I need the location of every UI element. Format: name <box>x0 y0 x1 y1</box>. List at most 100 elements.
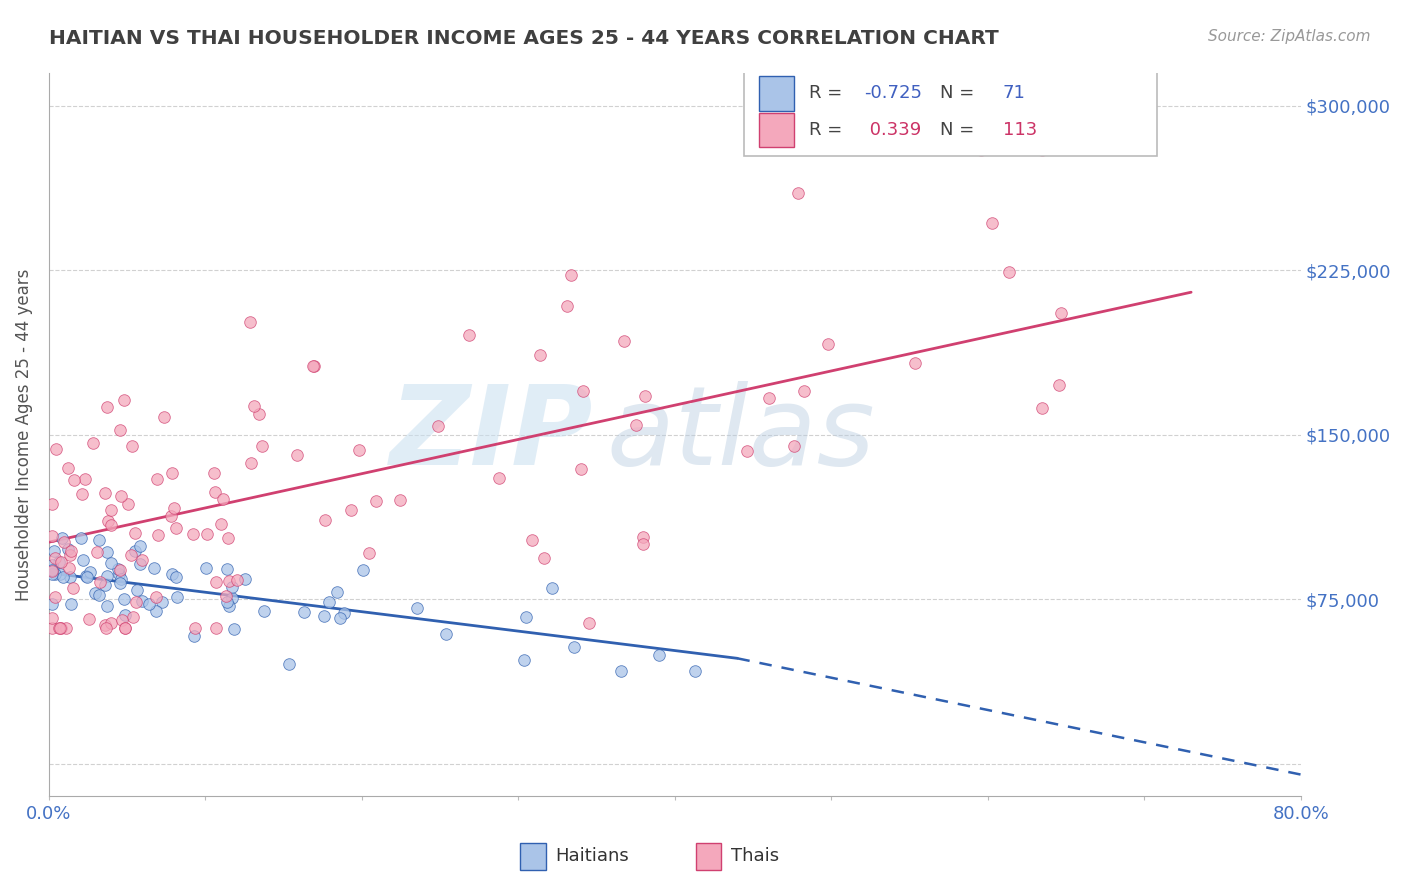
Point <box>41 529 63 543</box>
Point <box>250 439 273 453</box>
Point <box>215 589 238 603</box>
Bar <box>759 76 794 111</box>
Point <box>981 216 1004 230</box>
Text: 71: 71 <box>1002 84 1025 103</box>
Point <box>359 546 381 560</box>
Point <box>79 565 101 579</box>
Point <box>163 501 186 516</box>
Point <box>1050 306 1073 320</box>
Point <box>165 570 187 584</box>
Point <box>166 591 188 605</box>
Point <box>218 574 240 588</box>
Point <box>513 653 536 667</box>
Point <box>195 561 218 575</box>
Point <box>560 268 582 283</box>
Point <box>110 489 132 503</box>
Point <box>578 616 600 631</box>
Point <box>426 419 449 434</box>
Point <box>59 548 82 562</box>
Point <box>329 611 352 625</box>
Point <box>904 356 927 370</box>
Point <box>352 563 374 577</box>
Point <box>221 591 243 605</box>
Point <box>125 594 148 608</box>
Point <box>243 399 266 413</box>
Point <box>571 384 593 398</box>
Point <box>49 566 72 581</box>
Text: Source: ZipAtlas.com: Source: ZipAtlas.com <box>1208 29 1371 44</box>
Point <box>77 612 100 626</box>
Point <box>318 595 340 609</box>
Point <box>59 570 82 584</box>
Point <box>127 582 149 597</box>
Point <box>562 640 585 654</box>
Point <box>434 626 457 640</box>
Point <box>520 533 543 548</box>
Point <box>44 543 66 558</box>
Point <box>488 471 510 485</box>
Point <box>146 528 169 542</box>
Point <box>108 567 131 582</box>
Point <box>100 616 122 631</box>
Point <box>529 347 551 361</box>
Point <box>1049 378 1071 392</box>
Text: N =: N = <box>941 121 980 139</box>
Point <box>969 143 991 157</box>
Point <box>253 604 276 618</box>
Point <box>131 594 153 608</box>
Point <box>292 605 315 619</box>
Point <box>124 526 146 541</box>
Point <box>58 542 80 557</box>
Point <box>205 574 228 589</box>
Point <box>114 621 136 635</box>
Point <box>122 610 145 624</box>
Point <box>239 315 262 329</box>
Point <box>340 502 363 516</box>
Point <box>131 553 153 567</box>
Point <box>41 611 63 625</box>
Point <box>87 533 110 547</box>
Point <box>347 442 370 457</box>
Point <box>100 517 122 532</box>
Point <box>82 436 104 450</box>
Point <box>183 629 205 643</box>
Point <box>195 526 218 541</box>
Point <box>817 337 839 351</box>
Point <box>41 564 63 578</box>
Point <box>93 618 115 632</box>
Point <box>786 186 808 200</box>
Point <box>145 604 167 618</box>
Point <box>458 327 481 342</box>
Point <box>1031 143 1053 157</box>
Point <box>51 570 73 584</box>
Point <box>128 557 150 571</box>
Point <box>388 493 411 508</box>
Point <box>683 665 706 679</box>
Point <box>49 621 72 635</box>
Point <box>301 359 323 374</box>
Point <box>110 575 132 590</box>
Point <box>52 534 75 549</box>
FancyBboxPatch shape <box>744 66 1157 156</box>
Point <box>41 597 63 611</box>
Point <box>569 461 592 475</box>
Point <box>62 581 84 595</box>
Point <box>793 384 815 398</box>
Text: HAITIAN VS THAI HOUSEHOLDER INCOME AGES 25 - 44 YEARS CORRELATION CHART: HAITIAN VS THAI HOUSEHOLDER INCOME AGES … <box>49 29 998 47</box>
Point <box>204 621 226 635</box>
Point <box>76 570 98 584</box>
Point <box>44 590 66 604</box>
Point <box>44 566 66 581</box>
Point <box>41 621 63 635</box>
Point <box>129 539 152 553</box>
Point <box>735 444 758 458</box>
Point <box>69 532 91 546</box>
Point <box>87 588 110 602</box>
Text: N =: N = <box>941 84 980 103</box>
Point <box>218 599 240 613</box>
Point <box>117 497 139 511</box>
Point <box>162 566 184 581</box>
Point <box>145 590 167 604</box>
Point <box>631 530 654 544</box>
Text: 113: 113 <box>1002 121 1038 139</box>
